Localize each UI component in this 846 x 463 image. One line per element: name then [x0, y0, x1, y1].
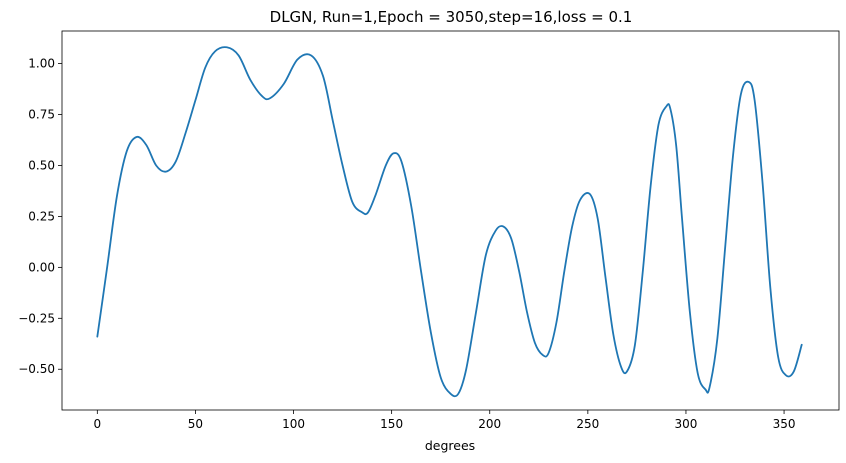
y-tick-label: 0.25	[28, 209, 55, 223]
y-tick-label: 0.00	[28, 260, 55, 274]
x-tick-label: 350	[773, 417, 796, 431]
series-line-0	[96, 46, 803, 398]
plot-area	[62, 31, 839, 410]
series-layer	[96, 46, 803, 398]
chart-title: DLGN, Run=1,Epoch = 3050,step=16,loss = …	[270, 8, 633, 26]
x-axis-label: degrees	[425, 438, 475, 453]
x-tick-label: 150	[380, 417, 403, 431]
y-tick-label: 0.75	[28, 108, 55, 122]
x-tick-label: 300	[675, 417, 698, 431]
plot-frame	[61, 30, 840, 411]
y-tick-label: −0.25	[18, 311, 55, 325]
x-tick-label: 200	[478, 417, 501, 431]
x-tick-label: 0	[93, 417, 101, 431]
y-tick-label: 0.50	[28, 158, 55, 172]
y-axis: −0.50 −0.25 0.00 0.25 0.50 0.75 1.00	[18, 57, 62, 376]
x-tick-label: 100	[282, 417, 305, 431]
x-tick-label: 250	[576, 417, 599, 431]
x-axis: 0 50 100 150 200 250 300 350	[93, 410, 796, 431]
y-tick-label: 1.00	[28, 57, 55, 71]
y-tick-label: −0.50	[18, 362, 55, 376]
x-tick-label: 50	[188, 417, 203, 431]
